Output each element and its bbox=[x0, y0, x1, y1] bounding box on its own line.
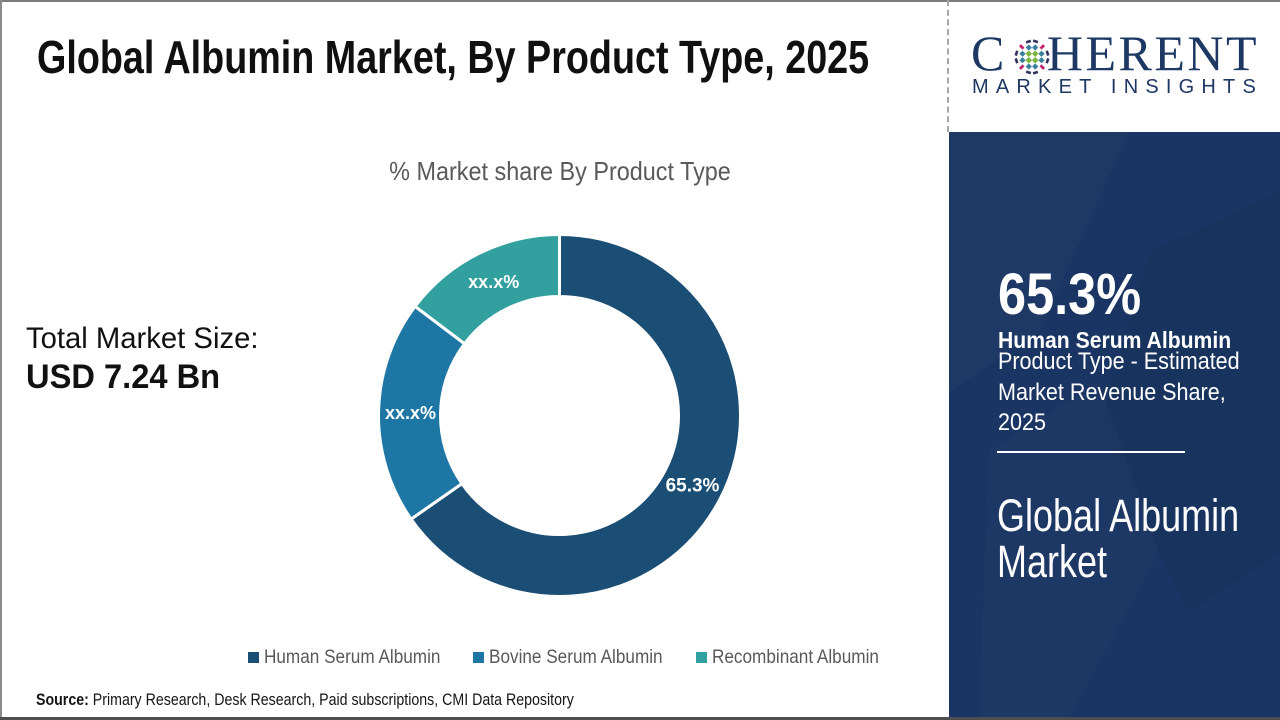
svg-text:xx.x%: xx.x% bbox=[385, 403, 436, 423]
svg-text:xx.x%: xx.x% bbox=[468, 272, 519, 292]
svg-text:65.3%: 65.3% bbox=[666, 476, 720, 497]
